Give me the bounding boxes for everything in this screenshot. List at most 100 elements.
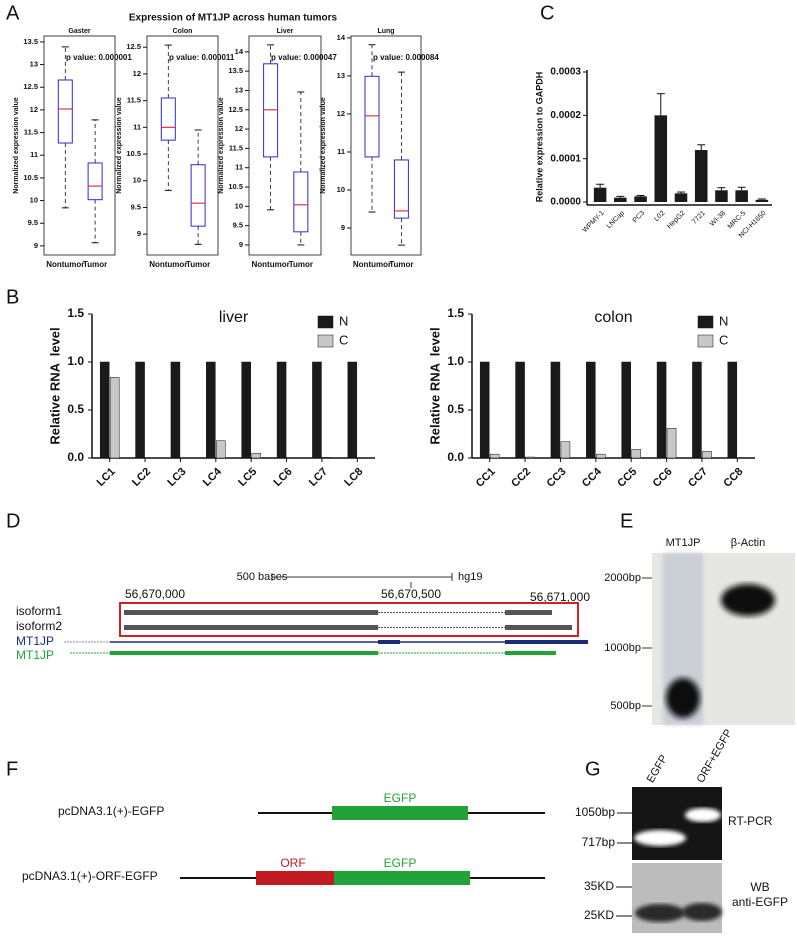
construct-name: pcDNA3.1(+)-ORF-EGFP [22, 869, 158, 883]
bar [99, 361, 110, 459]
marker-label: 717bp [582, 835, 616, 849]
box [293, 171, 309, 233]
band [666, 678, 700, 718]
y-tick-label: 9 [34, 241, 38, 250]
exon [110, 651, 378, 655]
box [160, 97, 176, 141]
legend-label: C [339, 332, 348, 347]
y-tick-label: 11 [337, 147, 345, 156]
y-tick-label: 11 [133, 122, 141, 131]
x-tick-label: CC3 [545, 466, 569, 490]
y-tick-label: 0.0001 [550, 153, 581, 164]
legend-label: N [719, 313, 728, 328]
box [190, 164, 206, 227]
lane-label: β-Actin [731, 537, 765, 549]
plot-frame [248, 35, 322, 256]
bar [727, 361, 738, 459]
blot-background [632, 863, 722, 933]
bar [596, 453, 606, 459]
track-label: MT1JP [16, 634, 54, 648]
bar [674, 193, 688, 202]
y-tick-label: 12 [235, 124, 243, 133]
box [393, 159, 409, 219]
y-tick-label: 13 [30, 60, 38, 69]
y-tick-label: 11 [235, 163, 243, 172]
legend-swatch [697, 315, 714, 329]
y-tick-label: 12.5 [228, 105, 243, 114]
bar [206, 361, 216, 459]
subplot-title: Lung [377, 28, 394, 35]
annotation: p value: 0.000084 [373, 53, 439, 62]
legend-swatch [317, 315, 334, 329]
bar [694, 150, 708, 202]
y-tick-label: 1.5 [67, 306, 84, 320]
exon [505, 651, 556, 655]
x-tick-label: CC1 [474, 466, 498, 490]
bar [550, 361, 561, 459]
assembly-label: hg19 [458, 571, 482, 583]
y-tick-label: 12.5 [126, 42, 141, 51]
y-tick-label: 12 [337, 109, 345, 118]
subplot-title: Liver [277, 28, 294, 35]
lane-label: EGFP [645, 753, 670, 785]
marker-label: 2000bp [604, 572, 641, 584]
y-axis-label: Normalized expression value [116, 97, 123, 194]
y-tick-label: 13 [337, 71, 345, 80]
marker-label: 500bp [610, 700, 641, 712]
element-label: ORF [280, 856, 305, 870]
box [57, 79, 73, 144]
y-tick-label: 10 [30, 196, 38, 205]
bar [479, 361, 490, 459]
panel-label: A [6, 2, 20, 24]
y-axis-label: Relative RNA level [427, 327, 442, 444]
panel-label: C [540, 2, 554, 24]
x-tick-label: LC6 [272, 466, 295, 489]
genome-track: 500 bases hg19 56,670,000 56,670,500 56,… [16, 571, 590, 662]
x-tick-label: CC8 [721, 466, 745, 490]
egfp-element [332, 806, 468, 820]
exon [505, 625, 572, 630]
x-tick-label: Nontumor [353, 260, 391, 269]
x-tick-label: Nontumor [149, 260, 187, 269]
panel-title: Expression of MT1JP across human tumors [129, 13, 338, 24]
legend-swatch [697, 334, 714, 348]
bar [251, 452, 261, 459]
antibody-label: anti-EGFP [732, 895, 788, 909]
y-tick-label: 0.0000 [550, 197, 581, 208]
bar [621, 361, 631, 459]
x-tick-label: Tumor [186, 260, 210, 269]
exon [378, 640, 400, 644]
y-tick-label: 9 [341, 223, 345, 232]
bar [631, 449, 641, 459]
marker-label: 1050bp [575, 805, 615, 819]
y-tick-label: 9.5 [28, 218, 38, 227]
y-tick-label: 10.5 [23, 173, 38, 182]
y-tick-label: 0.5 [67, 402, 84, 416]
y-tick-label: 13.5 [228, 66, 243, 75]
bar [614, 197, 627, 202]
y-tick-label: 12 [30, 105, 38, 114]
y-tick-label: 0.0 [67, 450, 84, 464]
egfp-element [334, 871, 470, 885]
bar [593, 187, 607, 202]
x-tick-label: LC7 [307, 466, 330, 489]
lane-label: MT1JP [666, 537, 701, 549]
x-tick-label: CC6 [651, 466, 675, 490]
y-tick-label: 0.5 [447, 402, 464, 416]
bar [702, 451, 712, 459]
x-tick-label: LNCap [606, 210, 626, 230]
y-tick-label: 11.5 [229, 143, 243, 152]
bar [654, 115, 668, 202]
plot-frame [43, 35, 116, 256]
legend-swatch [317, 334, 334, 348]
x-tick-label: LC4 [201, 465, 225, 489]
bar [692, 361, 702, 459]
bar [586, 361, 596, 459]
y-tick-label: 10.5 [126, 149, 141, 158]
exon [505, 610, 552, 615]
element-label: EGFP [384, 856, 417, 870]
panel-label: F [6, 758, 18, 780]
y-axis-label: Relative RNA level [47, 327, 62, 444]
x-tick-label: CC2 [509, 466, 533, 490]
x-tick-label: LC1 [95, 466, 118, 489]
